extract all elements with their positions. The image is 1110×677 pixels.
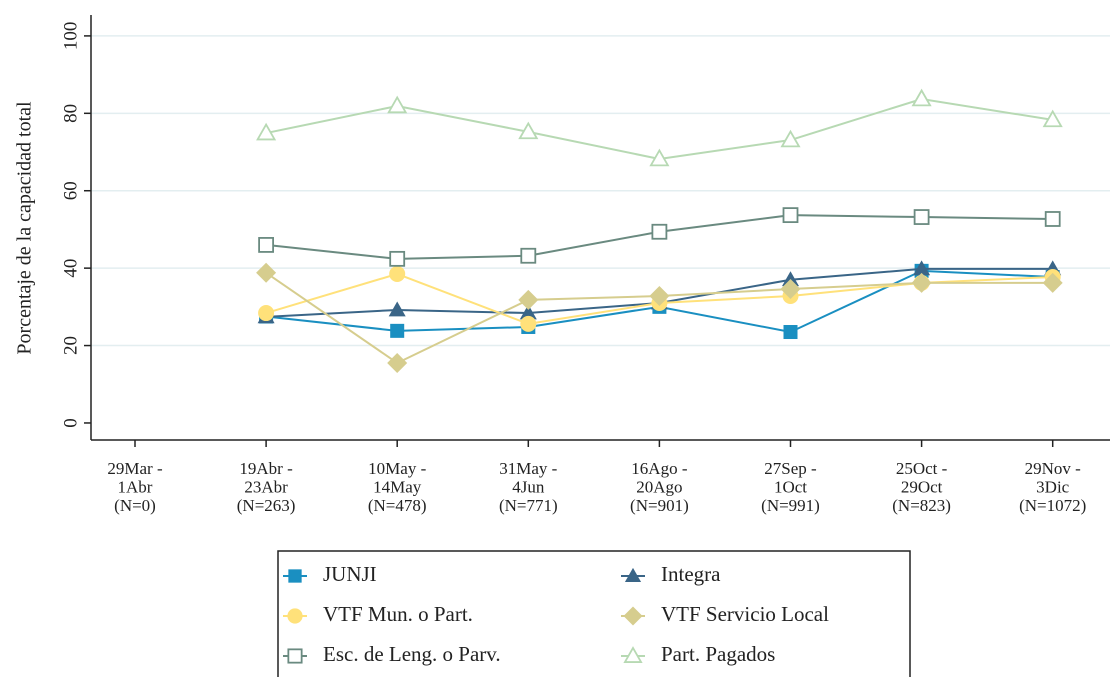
data-point	[258, 237, 275, 253]
x-tick-label: (N=771)	[499, 496, 558, 515]
x-tick-label: 10May -	[368, 459, 426, 478]
data-point	[518, 121, 539, 140]
y-tick-label: 80	[60, 104, 81, 123]
x-tick-label: (N=0)	[114, 496, 156, 515]
data-point	[256, 122, 277, 141]
data-point	[649, 148, 670, 167]
x-tick-label: 4Jun	[512, 477, 545, 496]
x-tick-label: 29Oct	[901, 477, 943, 496]
x-tick-label: 19Abr -	[239, 459, 293, 478]
data-point	[258, 305, 275, 322]
data-point	[780, 129, 801, 148]
legend-marker	[288, 569, 302, 583]
data-point	[389, 250, 406, 267]
y-tick-label: 60	[60, 181, 81, 200]
data-point	[387, 95, 408, 114]
legend-box	[277, 550, 911, 677]
y-tick-label: 20	[60, 336, 81, 355]
data-point	[390, 323, 405, 338]
data-point	[520, 247, 537, 264]
data-point	[256, 262, 277, 283]
x-tick-label: (N=1072)	[1019, 496, 1086, 515]
x-tick-label: 1Abr	[118, 477, 153, 496]
x-tick-label: (N=991)	[761, 496, 820, 515]
x-tick-label: 3Dic	[1036, 477, 1070, 496]
data-point	[783, 325, 798, 340]
legend-label: JUNJI	[323, 562, 377, 586]
x-tick-label: 20Ago	[636, 477, 682, 496]
y-tick-label: 0	[60, 418, 81, 428]
data-point	[518, 289, 539, 310]
y-tick-label: 100	[60, 22, 81, 51]
data-point	[1042, 109, 1063, 128]
x-tick-label: 31May -	[499, 459, 557, 478]
y-axis-label: Porcentaje de la capacidad total	[14, 101, 36, 355]
data-point	[651, 223, 668, 240]
x-tick-label: (N=263)	[237, 496, 296, 515]
x-tick-label: 14May	[373, 477, 422, 496]
legend-label: VTF Mun. o Part.	[323, 602, 473, 626]
data-point	[1042, 272, 1063, 293]
x-tick-label: 23Abr	[244, 477, 288, 496]
legend-marker	[287, 648, 303, 664]
data-point	[388, 301, 406, 317]
legend-marker	[287, 608, 303, 624]
data-point	[782, 207, 799, 224]
x-tick-label: 29Mar -	[107, 459, 163, 478]
data-point	[780, 279, 801, 300]
x-tick-label: 27Sep -	[764, 459, 817, 478]
x-tick-label: (N=901)	[630, 496, 689, 515]
data-point	[1044, 211, 1061, 227]
data-point	[782, 271, 799, 287]
legend-marker	[624, 567, 642, 583]
data-point	[389, 265, 406, 282]
x-tick-label: 16Ago -	[631, 459, 688, 478]
legend-label: Part. Pagados	[661, 642, 775, 666]
y-tick-label: 40	[60, 259, 81, 278]
data-point	[387, 352, 408, 373]
legend-marker	[623, 606, 643, 626]
data-point	[911, 88, 932, 107]
x-tick-label: 1Oct	[774, 477, 807, 496]
legend-label: Integra	[661, 562, 721, 586]
data-point	[520, 315, 537, 332]
data-point	[911, 272, 932, 293]
x-tick-label: (N=478)	[368, 496, 427, 515]
x-tick-label: (N=823)	[892, 496, 951, 515]
x-tick-label: 25Oct -	[896, 459, 948, 478]
data-point	[913, 260, 931, 276]
legend-marker	[623, 646, 643, 663]
data-point	[519, 304, 537, 320]
legend-label: Esc. de Leng. o Parv.	[323, 642, 501, 666]
data-point	[913, 209, 930, 225]
legend-label: VTF Servicio Local	[661, 602, 829, 626]
x-tick-label: 29Nov -	[1025, 459, 1082, 478]
data-point	[649, 286, 670, 307]
